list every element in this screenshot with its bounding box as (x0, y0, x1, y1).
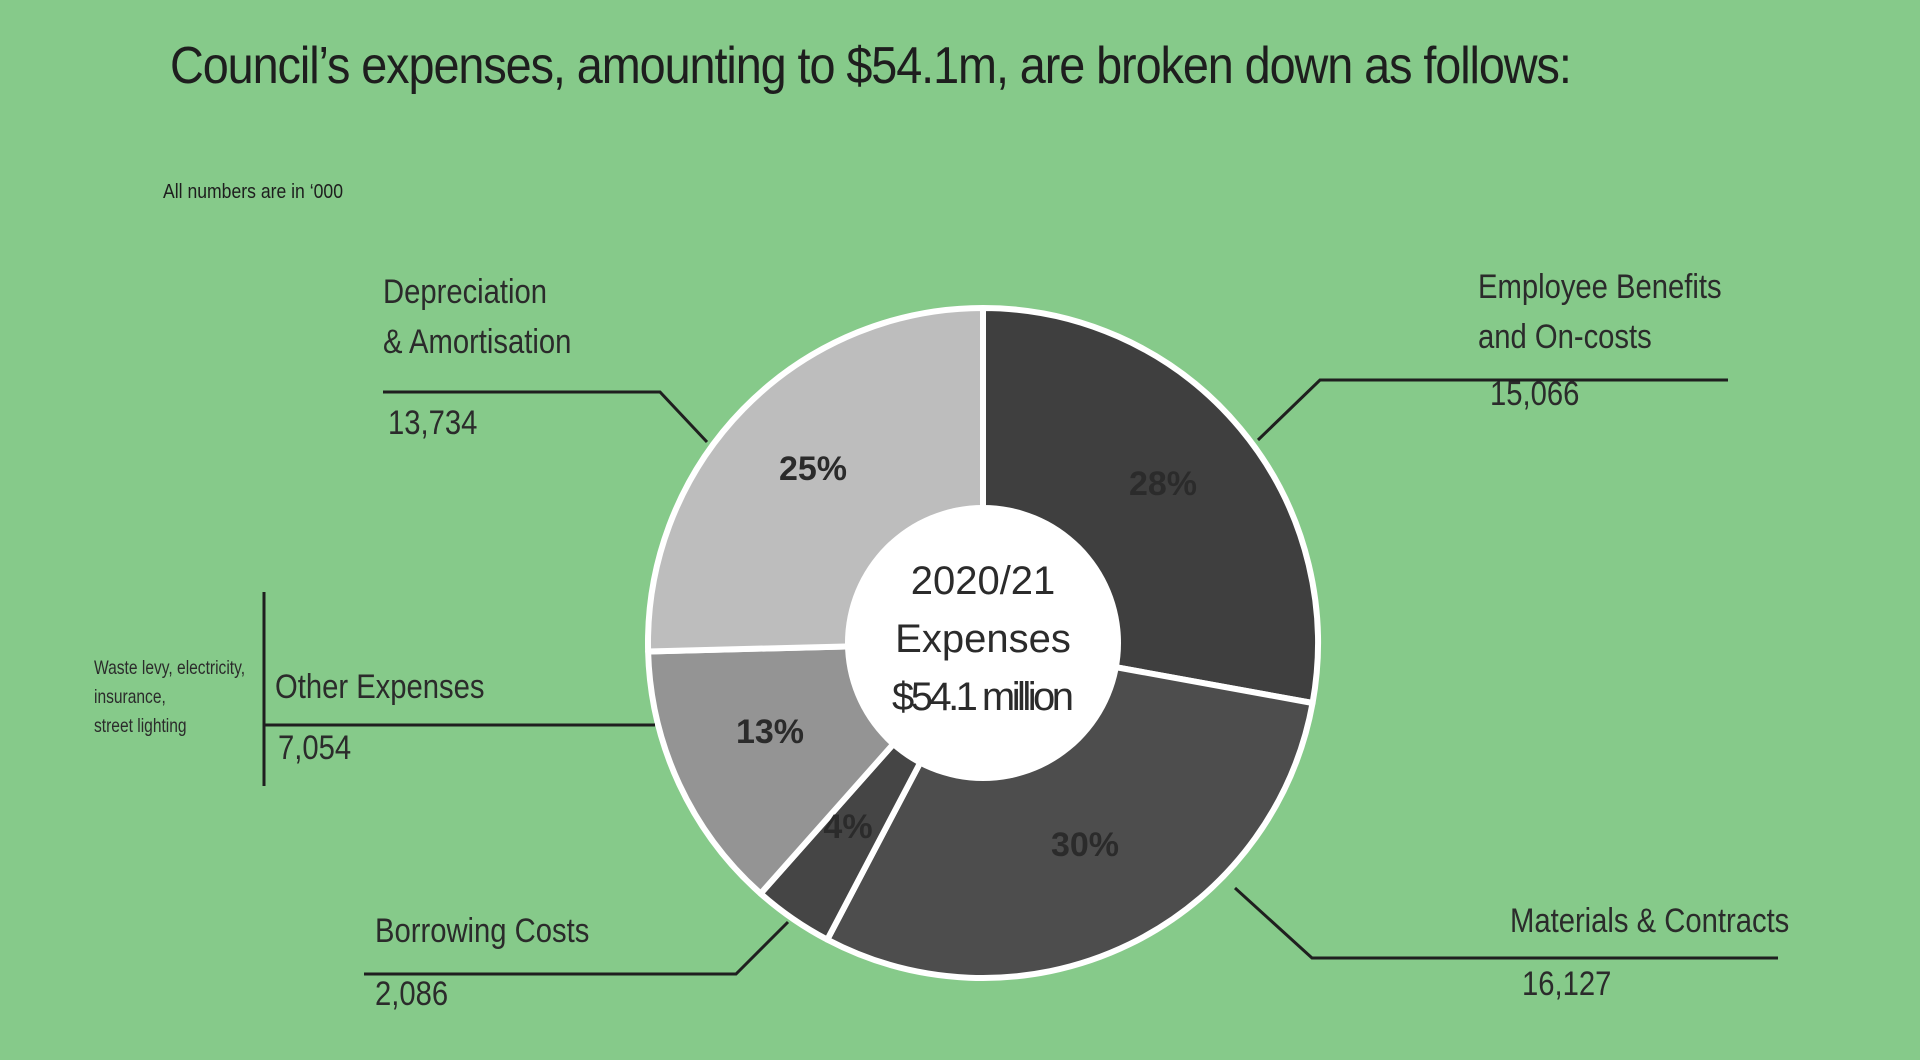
note-other-expenses: insurance, (94, 686, 166, 708)
donut-outer-ring (645, 305, 1321, 981)
percent-label-borrowing-costs: 4% (823, 808, 872, 846)
leader-line-materials-and-contracts (1233, 886, 1778, 960)
category-label-employee-benefits-and-on-costs: and On-costs (1478, 317, 1652, 356)
leader-line-borrowing-costs (364, 920, 790, 976)
category-label-borrowing-costs: Borrowing Costs (375, 911, 589, 950)
leader-line-employee-benefits-and-on-costs (1256, 378, 1728, 442)
percent-label-materials-and-contracts: 30% (1051, 826, 1119, 864)
note-other-expenses: Waste levy, electricity, (94, 657, 245, 679)
center-label-line: Expenses (895, 617, 1071, 661)
value-label-other-expenses: 7,054 (278, 728, 351, 767)
center-label-line: $54.1 million (892, 675, 1074, 719)
units-note: All numbers are in ‘000 (163, 181, 344, 203)
percent-label-employee-benefits-and-on-costs: 28% (1129, 465, 1197, 503)
note-other-expenses: street lighting (94, 715, 187, 737)
category-label-depreciation-and-amortisation: & Amortisation (383, 322, 571, 361)
donut-center (845, 505, 1121, 781)
value-label-materials-and-contracts: 16,127 (1522, 964, 1611, 1003)
center-label-line: 2020/21 (911, 559, 1056, 603)
category-label-employee-benefits-and-on-costs: Employee Benefits (1478, 267, 1722, 306)
category-label-depreciation-and-amortisation: Depreciation (383, 272, 547, 311)
percent-label-depreciation-and-amortisation: 25% (779, 450, 847, 488)
value-label-borrowing-costs: 2,086 (375, 974, 448, 1013)
value-label-depreciation-and-amortisation: 13,734 (388, 403, 477, 442)
leader-line-depreciation-and-amortisation (383, 390, 709, 444)
chart-title: Council’s expenses, amounting to $54.1m,… (170, 37, 1572, 95)
percent-label-other-expenses: 13% (736, 713, 804, 751)
category-label-other-expenses: Other Expenses (275, 667, 485, 706)
category-label-materials-and-contracts: Materials & Contracts (1510, 901, 1789, 940)
value-label-employee-benefits-and-on-costs: 15,066 (1490, 374, 1579, 413)
